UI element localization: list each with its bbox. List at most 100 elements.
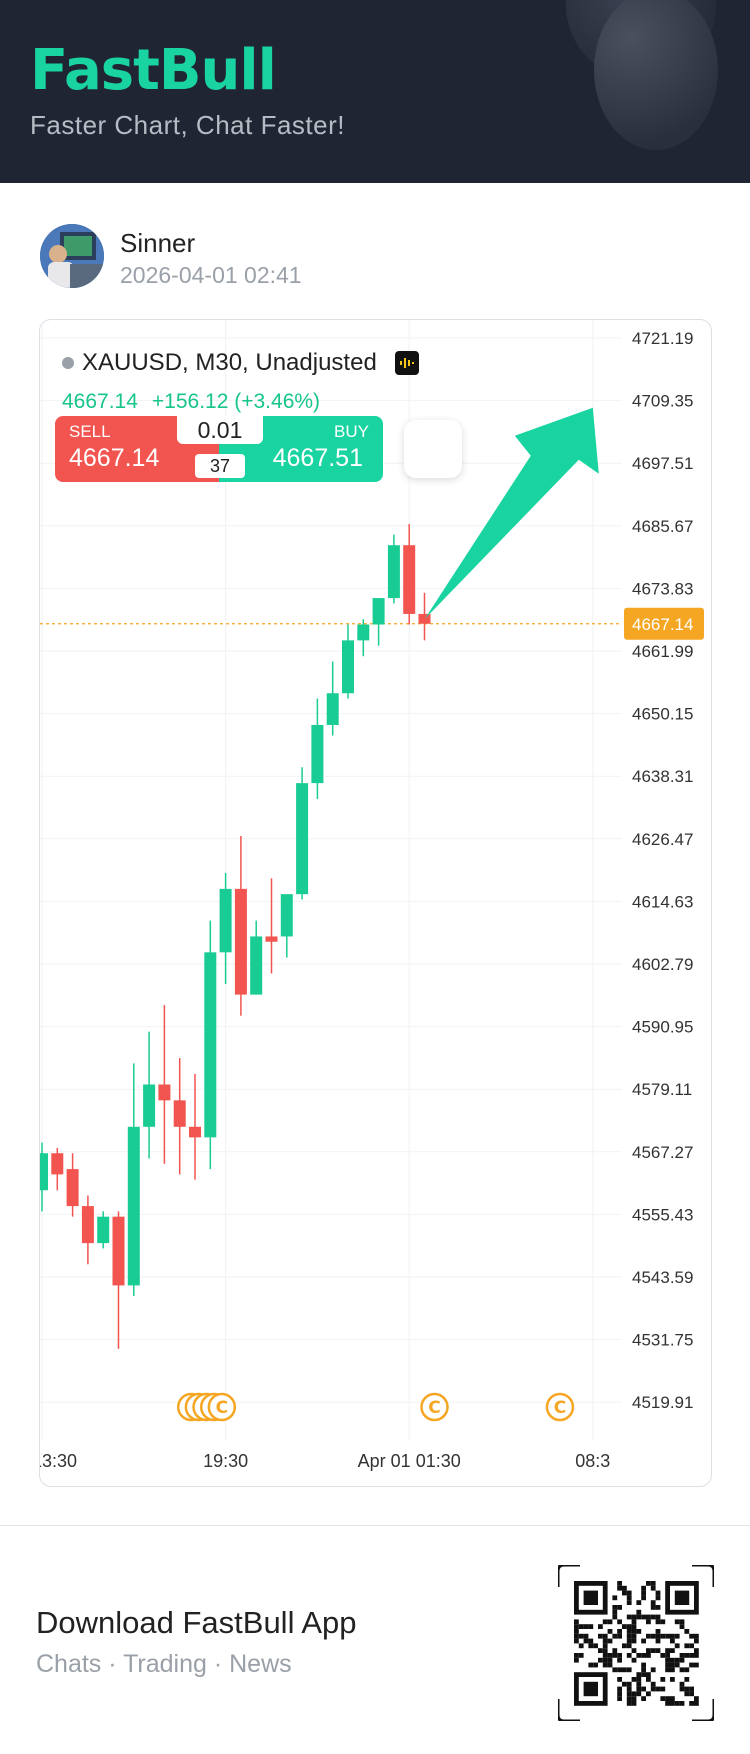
candlestick-chart[interactable]: 4721.19 4709.35 4697.51 4685.67 4673.83 4661.…	[40, 320, 712, 1487]
qr-module	[574, 1638, 579, 1644]
qr-module	[670, 1677, 675, 1682]
qr-module	[655, 1638, 661, 1644]
qr-module	[674, 1619, 680, 1625]
price-tick-label: 4602.79	[632, 955, 693, 974]
candle-body	[357, 624, 370, 641]
qr-module	[655, 1648, 661, 1653]
qr-module	[646, 1653, 651, 1658]
qr-module	[684, 1629, 690, 1634]
qr-module	[670, 1633, 675, 1639]
price-tick-label: 4638.31	[632, 767, 693, 786]
qr-module	[626, 1691, 632, 1697]
chart-card[interactable]: 4721.19 4709.35 4697.51 4685.67 4673.83 4661.…	[39, 319, 712, 1487]
qr-module	[670, 1657, 675, 1663]
qr-module	[578, 1653, 584, 1658]
qr-module	[602, 1638, 608, 1644]
current-price-label: 4667.14	[632, 615, 693, 634]
qr-module	[578, 1633, 584, 1639]
qr-module	[660, 1619, 666, 1625]
qr-module	[636, 1629, 642, 1634]
qr-module	[626, 1681, 632, 1687]
buy-label: BUY	[334, 422, 369, 441]
qr-module	[670, 1701, 675, 1706]
symbol-title: XAUUSD, M30, Unadjusted	[82, 349, 377, 376]
qr-module	[602, 1662, 608, 1668]
blank-tile[interactable]	[404, 420, 462, 478]
candle-body	[418, 613, 431, 624]
qr-code[interactable]	[558, 1565, 714, 1721]
audio-wave-icon[interactable]	[394, 351, 419, 375]
price-change: +156.12 (+3.46%)	[151, 390, 321, 413]
qr-module	[641, 1585, 646, 1591]
qr-module	[694, 1638, 699, 1644]
qr-module	[665, 1696, 670, 1701]
qr-module	[636, 1653, 642, 1658]
qr-module	[689, 1653, 694, 1658]
qr-module	[607, 1657, 613, 1663]
qr-module	[612, 1609, 618, 1615]
qr-module	[646, 1691, 651, 1697]
qr-module	[593, 1643, 598, 1649]
trend-arrow	[424, 407, 599, 620]
candle-body	[234, 888, 247, 995]
trade-panel: SELL 4667.14 BUY 4667.51 0.01 37	[55, 416, 383, 482]
candle-body	[280, 894, 293, 937]
qr-module	[650, 1648, 656, 1653]
qr-module	[626, 1600, 632, 1605]
qr-module	[631, 1701, 637, 1706]
qr-module	[636, 1614, 642, 1620]
qr-module	[588, 1643, 594, 1649]
qr-module	[588, 1624, 594, 1629]
candle-body	[219, 888, 232, 953]
candle-body	[81, 1206, 94, 1244]
qr-module	[650, 1681, 656, 1687]
qr-module	[622, 1667, 627, 1673]
qr-module	[655, 1686, 661, 1692]
price-tick-label: 4626.47	[632, 830, 693, 849]
candle-body	[387, 545, 400, 599]
username[interactable]: Sinner	[120, 228, 196, 258]
qr-module	[598, 1657, 603, 1663]
qr-module	[660, 1633, 666, 1639]
qr-module	[602, 1633, 608, 1639]
quantity-input[interactable]: 0.01	[177, 416, 263, 444]
qr-module	[679, 1681, 685, 1687]
qr-module	[631, 1638, 637, 1644]
download-title[interactable]: Download FastBull App	[36, 1605, 357, 1640]
price-summary: 4667.14 +156.12 (+3.46%)	[62, 390, 334, 414]
qr-module	[617, 1657, 622, 1663]
qr-module	[674, 1657, 680, 1663]
qr-module	[636, 1672, 642, 1677]
qr-module	[670, 1648, 675, 1653]
event-marker-icon	[207, 1392, 237, 1422]
avatar[interactable]	[40, 224, 104, 288]
sell-label: SELL	[69, 422, 111, 441]
qr-module	[674, 1701, 680, 1706]
time-tick-label: 31 13:30	[40, 1451, 77, 1471]
qr-module	[617, 1619, 622, 1625]
price-tick-label: 4721.19	[632, 329, 693, 348]
qr-module	[617, 1686, 622, 1692]
candle-body	[158, 1084, 171, 1101]
qr-module	[665, 1701, 670, 1706]
qr-module	[689, 1691, 694, 1697]
qr-module	[636, 1609, 642, 1615]
qr-module	[617, 1585, 622, 1591]
qr-module	[650, 1614, 656, 1620]
qr-module	[689, 1701, 694, 1706]
qr-module	[694, 1653, 699, 1658]
qr-module	[694, 1696, 699, 1701]
qr-module	[641, 1686, 646, 1692]
qr-module	[631, 1629, 637, 1634]
qr-module	[689, 1686, 694, 1692]
qr-module	[626, 1643, 632, 1649]
time-tick-label: Apr 01 01:30	[358, 1451, 461, 1471]
qr-module	[641, 1667, 646, 1673]
spread-badge: 37	[195, 454, 245, 478]
candle-body	[143, 1084, 156, 1127]
qr-module	[646, 1672, 651, 1677]
qr-module	[655, 1633, 661, 1639]
qr-module	[694, 1701, 699, 1706]
sell-price: 4667.14	[69, 444, 160, 472]
post-timestamp: 2026-04-01 02:41	[120, 262, 302, 288]
